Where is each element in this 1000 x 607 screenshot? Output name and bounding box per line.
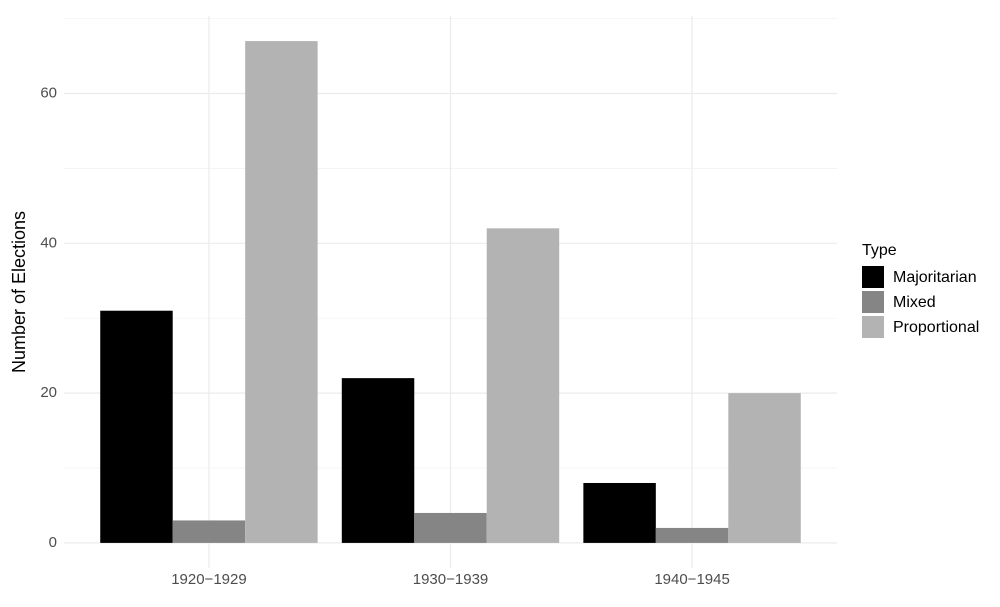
bar [172, 520, 246, 543]
legend-label: Proportional [893, 319, 979, 336]
y-tick-label: 40 [40, 234, 57, 251]
bar [583, 482, 656, 543]
legend-title: Type [862, 242, 897, 259]
bar [655, 527, 729, 543]
bar [486, 228, 560, 543]
x-tick-label: 1940−1945 [654, 571, 730, 588]
legend-label: Mixed [893, 294, 936, 311]
y-tick-label: 60 [40, 84, 57, 101]
x-tick-label: 1930−1939 [413, 571, 489, 588]
bar [414, 512, 487, 543]
y-tick-label: 0 [49, 534, 57, 551]
x-tick-label: 1920−1929 [171, 571, 247, 588]
legend-key [862, 316, 884, 338]
bar [341, 378, 415, 543]
bar [100, 310, 173, 543]
bar [245, 41, 318, 543]
y-axis-title: Number of Elections [9, 211, 29, 373]
legend-label: Majoritarian [893, 269, 977, 286]
y-tick-label: 20 [40, 384, 57, 401]
bar [728, 393, 801, 543]
legend-key [862, 291, 884, 313]
legend-key [862, 266, 884, 288]
